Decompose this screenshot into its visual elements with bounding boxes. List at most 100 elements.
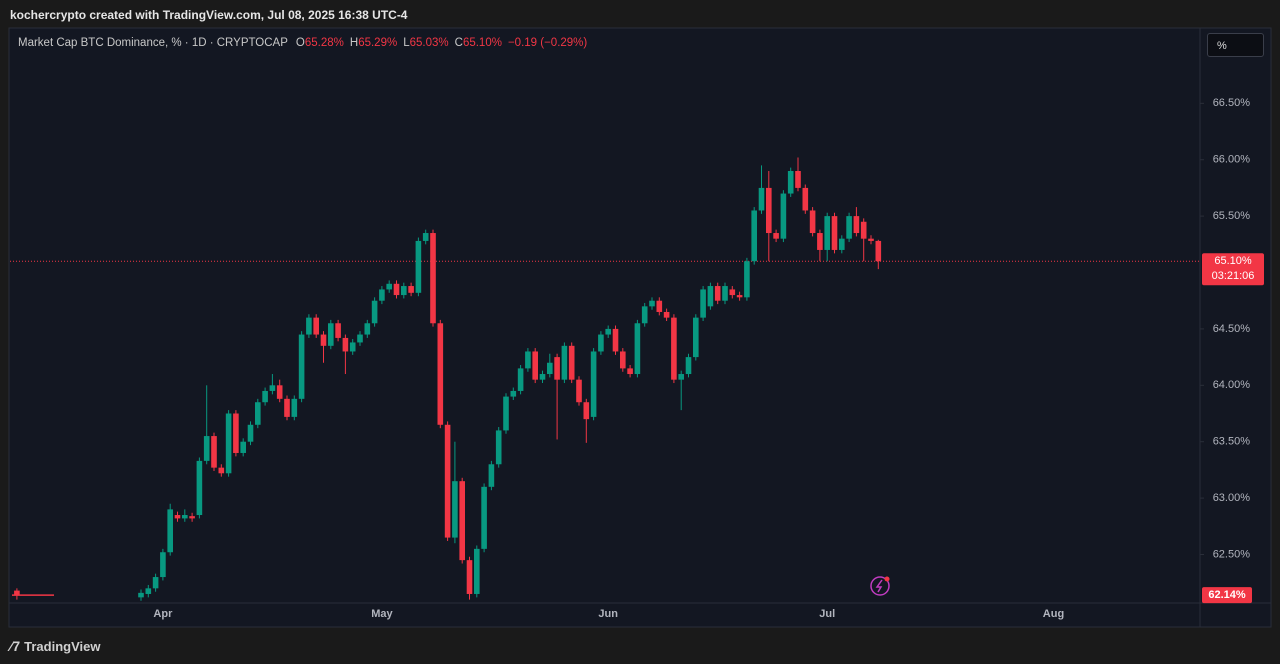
candle-body: [641, 306, 648, 324]
candle-body: [612, 328, 619, 352]
candle-body: [568, 345, 575, 380]
candle-body: [182, 515, 188, 519]
candle-body: [240, 441, 246, 453]
candle-body: [656, 300, 663, 312]
candle-body: [306, 317, 312, 335]
candle-body: [787, 170, 794, 194]
candle-body: [714, 286, 721, 301]
candle-body: [700, 289, 706, 318]
logo-icon: ⁄7: [10, 638, 21, 654]
candle-body: [663, 311, 670, 318]
candle-body: [824, 216, 830, 250]
y-tick-label: 62.50%: [1213, 548, 1251, 560]
candle-body: [298, 334, 305, 399]
candle-body: [817, 233, 823, 250]
candle-body: [525, 351, 531, 369]
candle-body: [649, 300, 655, 307]
y-tick-label: 63.00%: [1213, 492, 1251, 504]
candle-body: [255, 402, 261, 425]
last-price-label: 65.10%: [1214, 255, 1252, 267]
candle-body: [430, 233, 436, 324]
candle-body: [758, 187, 765, 211]
candle-body: [685, 357, 692, 375]
candle-body: [386, 283, 392, 290]
alert-icon[interactable]: [870, 576, 890, 596]
logo-text: TradingView: [24, 639, 101, 654]
candle-body: [393, 283, 400, 296]
candle-body: [503, 396, 509, 431]
candle-body: [590, 351, 597, 417]
candle-body: [539, 374, 546, 380]
candle-body: [328, 323, 334, 346]
candle-body: [203, 436, 210, 461]
candle-body: [693, 317, 699, 358]
candle-body: [167, 509, 173, 553]
candle-body: [547, 362, 553, 375]
candle-body: [14, 590, 20, 596]
x-tick-label: Aug: [1043, 608, 1064, 620]
legend-change: −0.19 (−0.29%): [507, 37, 588, 49]
candle-body: [839, 238, 845, 250]
legend-value: 65.28%: [304, 37, 344, 49]
candle-body: [722, 286, 728, 301]
candle-body: [452, 481, 458, 538]
candle-body: [620, 351, 626, 369]
x-tick-label: Apr: [153, 608, 173, 620]
candle-body: [415, 240, 422, 293]
y-tick-label: 64.00%: [1213, 379, 1251, 391]
candle-body: [627, 368, 633, 375]
scale-button[interactable]: %: [1207, 33, 1264, 57]
candle-body: [401, 286, 407, 296]
candle-body: [152, 577, 159, 589]
candle-body: [138, 592, 144, 598]
candle-body: [459, 481, 465, 561]
candle-body: [751, 210, 757, 262]
candle-body: [678, 374, 684, 380]
candle-body: [875, 240, 882, 262]
candle-body: [466, 560, 473, 594]
footer-logo: ⁄7 TradingView: [10, 638, 100, 654]
candle-body: [247, 424, 254, 442]
legend-value: 65.29%: [358, 37, 398, 49]
candle-body: [379, 289, 385, 301]
legend-key: C: [454, 37, 463, 49]
candle-body: [437, 323, 444, 425]
y-tick-label: 66.00%: [1213, 154, 1251, 166]
candle-body: [583, 402, 590, 420]
candle-body: [218, 467, 225, 474]
candle-body: [860, 221, 867, 239]
candle-body: [773, 233, 779, 239]
last-price-box: [1202, 253, 1264, 286]
candle-body: [605, 328, 611, 335]
candle-body: [554, 357, 560, 380]
x-tick-label: Jun: [598, 608, 618, 620]
legend-key: L: [403, 37, 410, 49]
legend-title: Market Cap BTC Dominance, % · 1D · CRYPT…: [18, 37, 288, 49]
candle-body: [561, 345, 568, 380]
candle-body: [364, 323, 371, 335]
candle-body: [276, 385, 283, 399]
candle-body: [495, 430, 502, 465]
candle-body: [481, 486, 487, 549]
candle-body: [517, 368, 524, 391]
marker-price-label: 62.14%: [1208, 589, 1246, 601]
marker-price-box: [1202, 587, 1252, 604]
legend-key: H: [349, 37, 359, 49]
candle-body: [408, 286, 414, 293]
candle-body: [262, 390, 268, 403]
candle-body: [145, 588, 152, 594]
candle-body: [357, 334, 363, 343]
x-tick-label: Jul: [819, 608, 835, 620]
candle-body: [510, 390, 517, 397]
candle-body: [349, 342, 356, 352]
legend-value: 65.03%: [409, 37, 449, 49]
y-tick-label: 64.50%: [1213, 323, 1251, 335]
legend-value: 65.10%: [462, 37, 502, 49]
candle-body: [795, 170, 801, 188]
x-tick-label: May: [371, 608, 393, 620]
candle-body: [269, 385, 276, 391]
candle-body: [444, 424, 451, 538]
candle-body: [766, 187, 772, 234]
